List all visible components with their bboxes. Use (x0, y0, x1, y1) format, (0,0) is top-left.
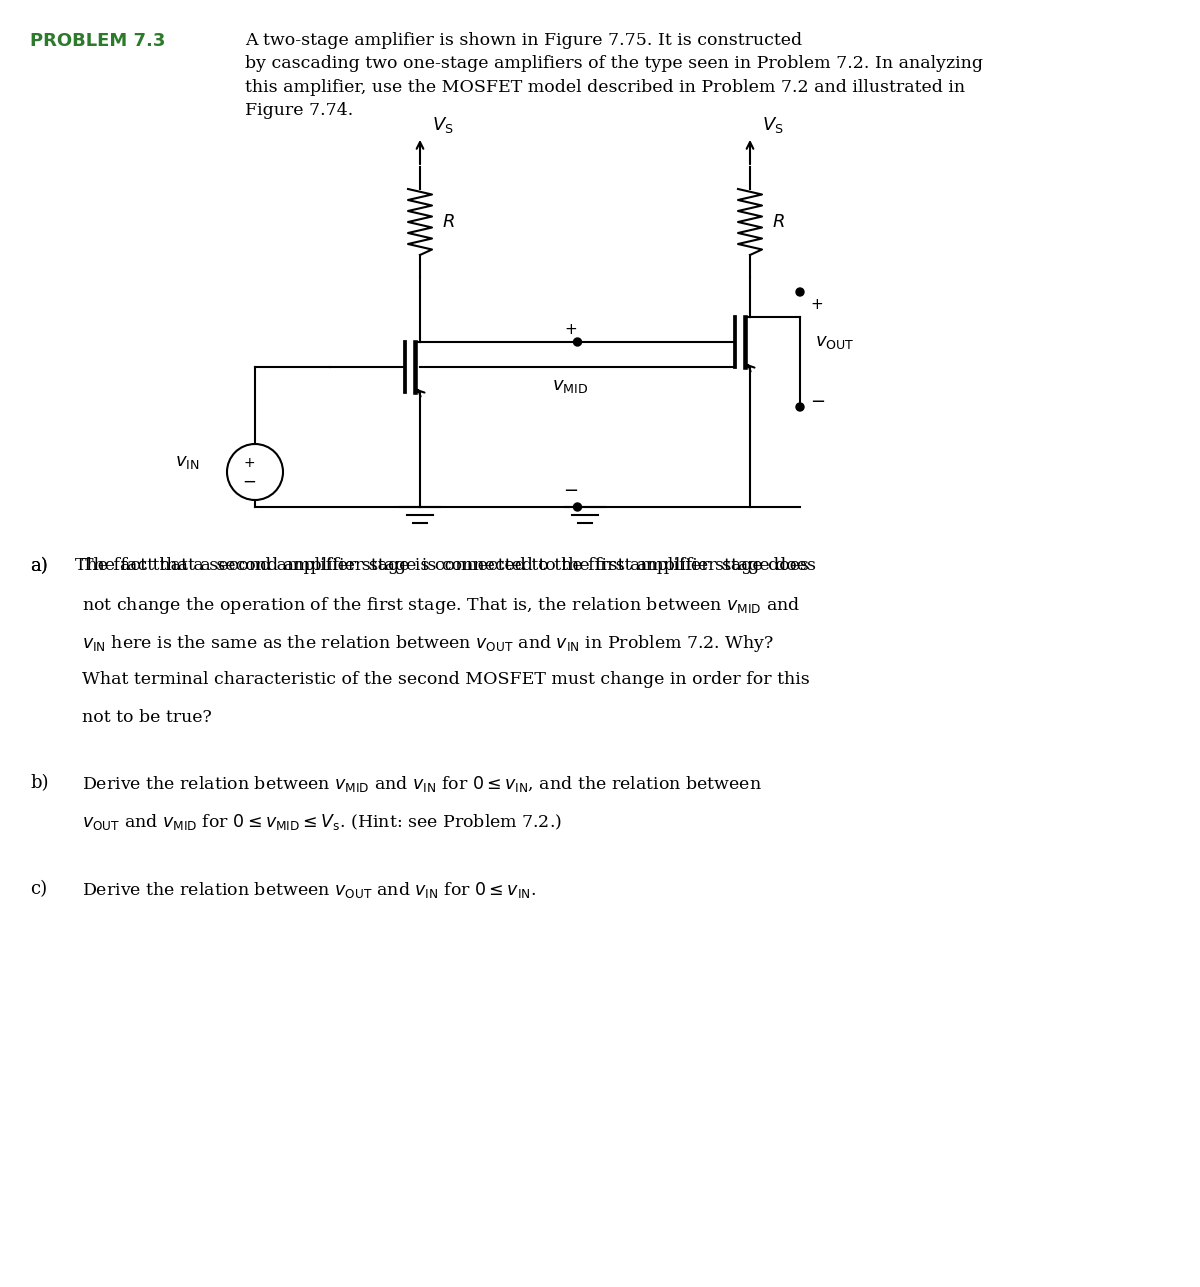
Circle shape (796, 288, 804, 296)
Text: a): a) (30, 557, 48, 575)
Text: $V_{\rm S}$: $V_{\rm S}$ (762, 115, 784, 135)
Text: not to be true?: not to be true? (82, 709, 211, 726)
Circle shape (574, 503, 582, 511)
Text: A two-stage amplifier is shown in Figure 7.75. It is constructed
by cascading tw: A two-stage amplifier is shown in Figure… (245, 32, 983, 120)
Text: What terminal characteristic of the second MOSFET must change in order for this: What terminal characteristic of the seco… (82, 671, 810, 689)
Text: $v_{\rm OUT}$: $v_{\rm OUT}$ (815, 333, 854, 351)
Text: +: + (564, 322, 577, 337)
Text: −: − (810, 393, 826, 411)
Text: Derive the relation between $v_\mathrm{MID}$ and $v_\mathrm{IN}$ for $0 \leq v_\: Derive the relation between $v_\mathrm{M… (82, 773, 762, 794)
Text: $v_{\rm IN}$: $v_{\rm IN}$ (175, 453, 200, 471)
Text: Derive the relation between $v_\mathrm{OUT}$ and $v_\mathrm{IN}$ for $0 \leq v_\: Derive the relation between $v_\mathrm{O… (82, 880, 536, 900)
Text: b): b) (30, 773, 48, 792)
Circle shape (796, 403, 804, 411)
Circle shape (574, 338, 582, 346)
Text: $v_\mathrm{OUT}$ and $v_\mathrm{MID}$ for $0 \leq v_\mathrm{MID} \leq V_\mathrm{: $v_\mathrm{OUT}$ and $v_\mathrm{MID}$ fo… (82, 812, 562, 831)
Text: $R$: $R$ (772, 214, 785, 230)
Text: $v_{\rm MID}$: $v_{\rm MID}$ (552, 377, 589, 395)
Text: PROBLEM 7.3: PROBLEM 7.3 (30, 32, 166, 50)
Text: The fact that a second amplifier stage is connected to the first amplifier stage: The fact that a second amplifier stage i… (74, 557, 809, 574)
Text: $v_\mathrm{IN}$ here is the same as the relation between $v_\mathrm{OUT}$ and $v: $v_\mathrm{IN}$ here is the same as the … (82, 633, 774, 654)
Text: $R$: $R$ (442, 214, 455, 230)
Text: $V_{\rm S}$: $V_{\rm S}$ (432, 115, 454, 135)
Text: −: − (563, 483, 578, 501)
Text: −: − (242, 474, 256, 492)
Text: The fact that a second amplifier stage is connected to the first amplifier stage: The fact that a second amplifier stage i… (82, 557, 816, 574)
Text: a): a) (30, 557, 48, 575)
Text: +: + (810, 297, 823, 311)
Text: +: + (244, 456, 254, 470)
Text: not change the operation of the first stage. That is, the relation between $v_\m: not change the operation of the first st… (82, 595, 800, 616)
Text: c): c) (30, 880, 47, 898)
